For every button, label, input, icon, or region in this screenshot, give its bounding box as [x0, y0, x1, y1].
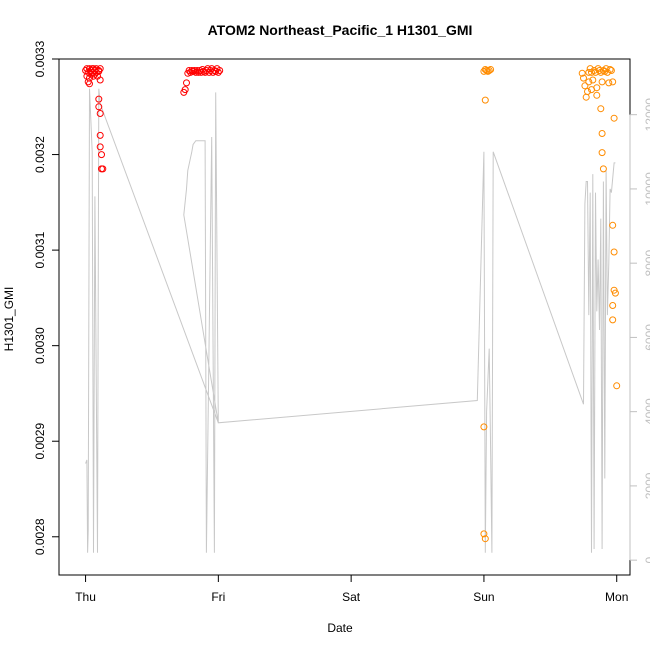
altitude-line-layer — [85, 88, 616, 553]
y2-tick-label: 10000 — [643, 172, 650, 206]
y2-tick-label: 4000 — [643, 398, 650, 425]
data-point — [96, 131, 104, 139]
data-point — [485, 67, 493, 74]
x-axis: Thu Fri Sat Sun Mon — [75, 575, 628, 604]
data-point — [193, 67, 201, 74]
x-axis-label: Date — [327, 621, 353, 635]
data-point — [578, 69, 586, 77]
y2-tick-label: 6000 — [643, 324, 650, 351]
data-point — [598, 78, 606, 86]
data-point — [84, 78, 92, 86]
data-point — [96, 110, 104, 117]
data-point — [590, 67, 598, 74]
data-point — [96, 76, 104, 84]
chart-title: ATOM2 Northeast_Pacific_1 H1301_GMI — [208, 22, 473, 38]
data-point — [188, 67, 196, 74]
data-point — [95, 95, 103, 103]
y2-tick-label: 8000 — [643, 250, 650, 277]
data-point — [480, 530, 488, 538]
data-point — [598, 130, 606, 137]
data-point — [610, 114, 618, 122]
y-tick-label: 0.0032 — [33, 136, 47, 173]
data-point — [609, 221, 617, 229]
data-point — [96, 143, 104, 151]
y-tick-label: 0.0031 — [33, 231, 47, 268]
y-axis-label: H1301_GMI — [2, 287, 16, 352]
data-point — [183, 79, 190, 87]
x-tick-label: Fri — [211, 590, 225, 604]
data-point — [216, 67, 224, 74]
data-point — [480, 423, 488, 431]
data-point — [605, 79, 613, 87]
data-point — [581, 82, 589, 90]
y-axis: 0.0028 0.0029 0.0030 0.0031 0.0032 0.0033 — [33, 40, 59, 555]
data-point — [481, 535, 489, 543]
data-point — [483, 67, 491, 74]
y2-axis: 0 2000 4000 6000 8000 10000 12000 — [629, 98, 650, 564]
data-point — [609, 316, 617, 324]
data-point — [598, 149, 606, 157]
altitude-line — [85, 88, 616, 553]
y2-tick-label: 12000 — [643, 98, 650, 132]
data-point — [607, 67, 615, 74]
data-point — [606, 66, 614, 73]
data-point — [98, 151, 105, 159]
data-point — [95, 103, 103, 111]
data-point — [96, 65, 104, 73]
x-tick-label: Thu — [75, 590, 96, 604]
y2-tick-label: 2000 — [643, 472, 650, 499]
data-point — [609, 78, 617, 86]
data-point — [181, 86, 189, 94]
data-point — [214, 68, 222, 76]
data-point — [83, 65, 91, 73]
y2-tick-label: 0 — [643, 557, 650, 564]
data-point — [185, 67, 193, 74]
data-point — [613, 382, 621, 390]
data-point — [586, 65, 594, 73]
data-point — [597, 105, 605, 113]
data-point — [596, 67, 603, 74]
data-point — [86, 80, 93, 88]
data-point — [610, 248, 618, 256]
points-layer — [82, 65, 621, 543]
data-point — [611, 289, 619, 297]
data-point — [481, 96, 489, 104]
data-point — [584, 88, 591, 95]
data-point — [190, 67, 198, 74]
data-point — [588, 86, 595, 94]
data-point — [609, 302, 617, 309]
data-point — [589, 76, 597, 84]
data-point — [487, 66, 495, 73]
data-point — [99, 165, 107, 173]
x-tick-label: Sat — [342, 590, 361, 604]
x-tick-label: Mon — [605, 590, 628, 604]
data-point — [580, 74, 587, 82]
x-tick-label: Sun — [473, 590, 494, 604]
y-tick-label: 0.0028 — [33, 518, 47, 555]
y-tick-label: 0.0030 — [33, 327, 47, 364]
data-point — [593, 91, 601, 99]
data-point — [599, 165, 607, 173]
y-tick-label: 0.0033 — [33, 40, 47, 77]
data-point — [585, 78, 593, 86]
data-point — [192, 68, 200, 76]
y-tick-label: 0.0029 — [33, 423, 47, 460]
